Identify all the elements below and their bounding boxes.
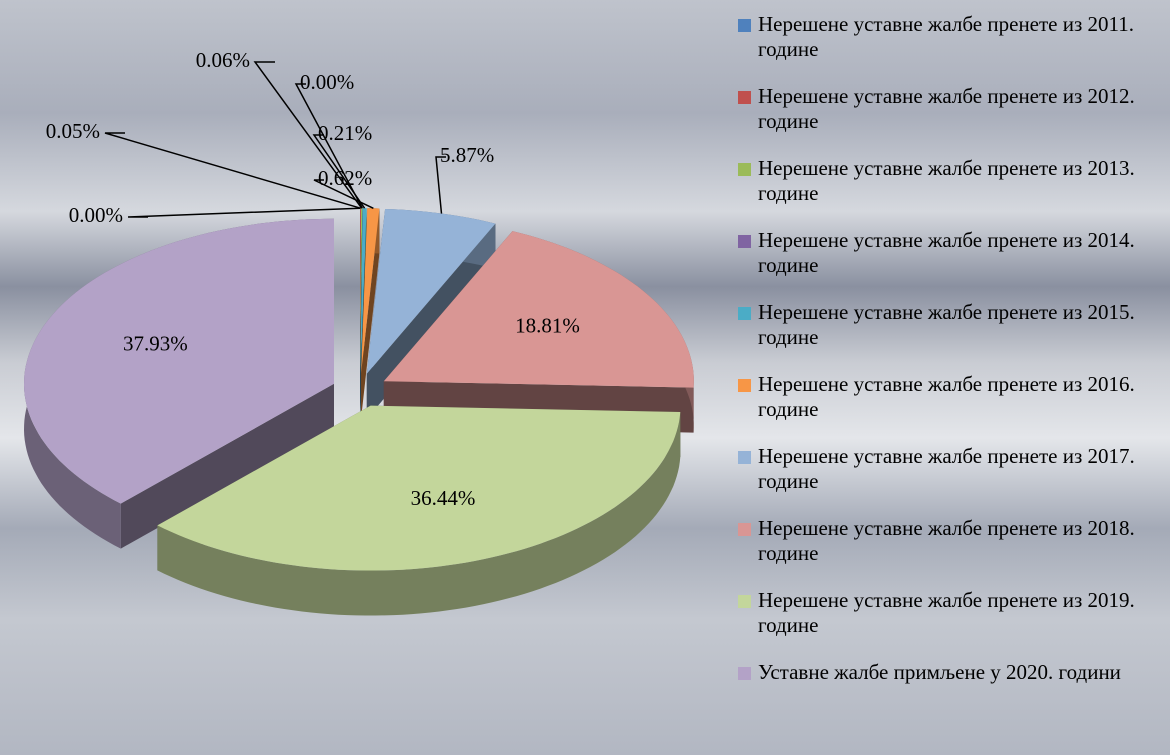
legend-label: Нерешене уставне жалбе пренете из 2019. …	[758, 588, 1135, 637]
data-label: 37.93%	[123, 332, 188, 356]
legend-label: Нерешене уставне жалбе пренете из 2013. …	[758, 156, 1135, 205]
leader-line	[312, 134, 366, 209]
legend-label: Нерешене уставне жалбе пренете из 2012. …	[758, 84, 1135, 133]
pie-area: 0.00% 0.05% 0.06% 0.00% 0.21% 0.62% 5.87% 18.81…	[24, 48, 694, 616]
slice-side	[157, 412, 681, 616]
slice	[366, 209, 496, 374]
legend-swatch	[738, 307, 751, 320]
slice	[24, 218, 334, 549]
legend-item: Нерешене уставне жалбе пренете из 2017. …	[738, 444, 1168, 516]
slice	[360, 208, 361, 374]
leader-line	[294, 83, 363, 209]
data-label: 0.62%	[318, 166, 372, 190]
data-label: 18.81%	[515, 313, 580, 337]
legend-item: Нерешене уставне жалбе пренете из 2019. …	[738, 588, 1168, 660]
leader-line	[253, 61, 363, 209]
slice	[361, 208, 380, 374]
legend-swatch	[738, 595, 751, 608]
leader-line	[435, 156, 446, 214]
slice-side	[361, 208, 380, 419]
data-label: 0.05%	[46, 119, 100, 143]
legend-item: Нерешене уставне жалбе пренете из 2018. …	[738, 516, 1168, 588]
data-label: 0.00%	[300, 70, 354, 94]
slice	[360, 208, 363, 374]
legend-item: Нерешене уставне жалбе пренете из 2012. …	[738, 84, 1168, 156]
legend-item: Нерешене уставне жалбе пренете из 2016. …	[738, 372, 1168, 444]
legend-item: Нерешене уставне жалбе пренете из 2015. …	[738, 300, 1168, 372]
legend-swatch	[738, 379, 751, 392]
slice	[24, 218, 334, 504]
legend-item: Нерешене уставне жалбе пренете из 2011. …	[738, 12, 1168, 84]
slice	[361, 208, 380, 419]
legend-swatch	[738, 163, 751, 176]
legend-label: Уставне жалбе примљене у 2020. години	[758, 660, 1121, 684]
legend: Нерешене уставне жалбе пренете из 2011. …	[738, 12, 1168, 732]
legend-swatch	[738, 523, 751, 536]
legend-label: Нерешене уставне жалбе пренете из 2017. …	[758, 444, 1135, 493]
slice	[360, 208, 367, 374]
legend-label: Нерешене уставне жалбе пренете из 2018. …	[758, 516, 1135, 565]
slice	[383, 231, 694, 388]
data-label: 5.87%	[440, 143, 494, 167]
slice	[157, 405, 681, 616]
data-label: 0.00%	[69, 203, 123, 227]
leader-line	[313, 179, 374, 210]
legend-item: Нерешене уставне жалбе пренете из 2013. …	[738, 156, 1168, 228]
legend-label: Нерешене уставне жалбе пренете из 2016. …	[758, 372, 1135, 421]
slice	[157, 405, 681, 571]
legend-label: Нерешене уставне жалбе пренете из 2014. …	[758, 228, 1135, 277]
slice	[360, 208, 363, 374]
data-label: 36.44%	[411, 486, 476, 510]
leader-line	[127, 207, 361, 218]
leader-line	[104, 132, 361, 209]
legend-swatch	[738, 19, 751, 32]
legend-swatch	[738, 91, 751, 104]
legend-swatch	[738, 451, 751, 464]
data-label: 0.06%	[196, 48, 250, 72]
legend-swatch	[738, 667, 751, 680]
legend-label: Нерешене уставне жалбе пренете из 2011. …	[758, 12, 1135, 61]
slice-side	[120, 383, 334, 549]
data-label: 0.21%	[318, 121, 372, 145]
legend-label: Нерешене уставне жалбе пренете из 2015. …	[758, 300, 1135, 349]
legend-item: Уставне жалбе примљене у 2020. години	[738, 660, 1168, 732]
legend-item: Нерешене уставне жалбе пренете из 2014. …	[738, 228, 1168, 300]
legend-swatch	[738, 235, 751, 248]
slice	[366, 209, 496, 419]
